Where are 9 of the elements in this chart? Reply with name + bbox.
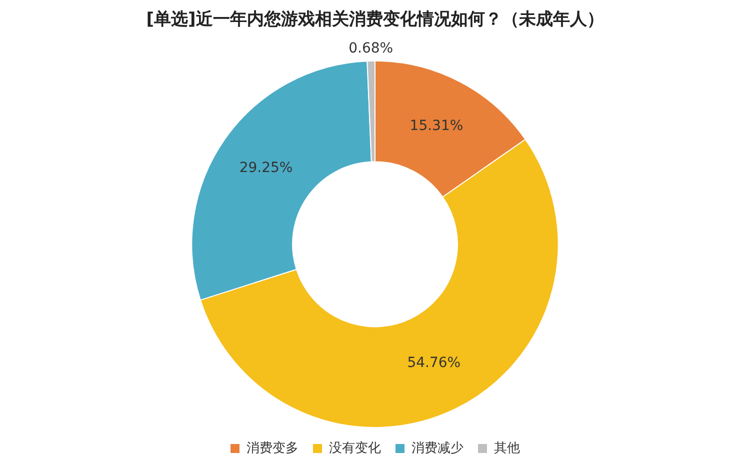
chart-title: [单选]近一年内您游戏相关消费变化情况如何？（未成年人） — [146, 10, 604, 30]
data-label: 54.76% — [407, 354, 461, 371]
data-label: 15.31% — [410, 118, 464, 134]
legend-label: 消费减少 — [412, 440, 464, 456]
data-label: 29.25% — [239, 160, 293, 176]
legend-label: 消费变多 — [246, 440, 298, 456]
legend-label: 没有变化 — [329, 440, 381, 456]
data-label: 0.68% — [348, 40, 394, 57]
legend-label: 其他 — [494, 440, 520, 456]
